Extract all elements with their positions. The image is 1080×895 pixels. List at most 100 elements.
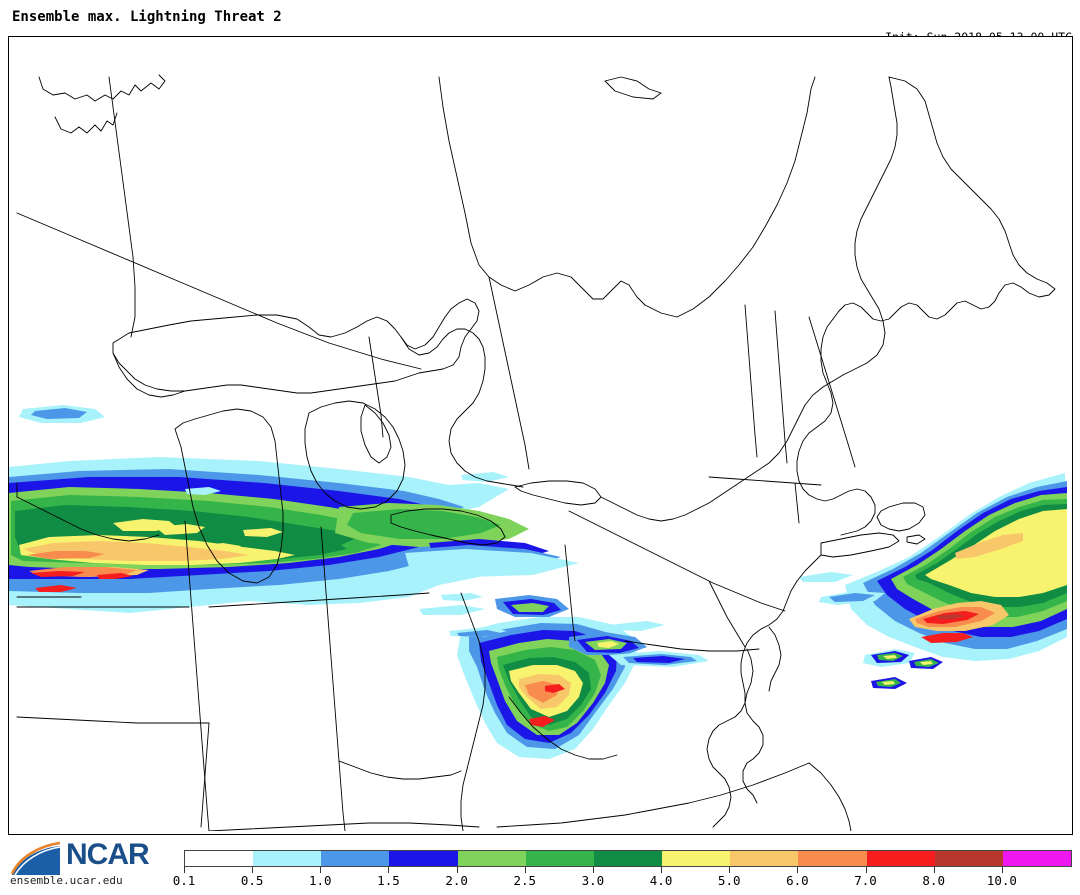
- island-long-island: [820, 532, 900, 558]
- colorbar-tick-0.1: [184, 867, 185, 873]
- colorbar-band-5.0-6.0: [730, 851, 799, 866]
- logo-orange-arc: [10, 841, 61, 875]
- border-ontario-quebec-line: [488, 276, 530, 470]
- colorbar-tick-3.0: [592, 867, 594, 873]
- logo-white-cut: [12, 843, 60, 874]
- bay-delaware: [768, 626, 782, 692]
- lightning-threat-field: [9, 37, 1069, 831]
- contour-band-5.0-6.0-east-b: [955, 533, 1023, 559]
- ncar-url-label: ensemble.ucar.edu: [10, 874, 123, 887]
- contour-band-0.5-1.0-streak-c: [609, 621, 665, 631]
- border-state-vt-nh: [774, 310, 788, 464]
- footer-bar: NCAR ensemble.ucar.edu 0.1 0.5 1.0 1.5 2.0 2.…: [0, 836, 1080, 895]
- colorbar-band-0.1-0.5: [185, 851, 254, 866]
- contour-band-0.5-1.0-west-ext: [405, 549, 579, 577]
- contour-band-4.0-5.0-sat-b: [597, 641, 619, 648]
- colorbar-tick-label-3.0: 3.0: [581, 873, 605, 888]
- colorbar-band-8.0-10.0: [934, 851, 1003, 866]
- contour-band-1.0-1.5-streak-b: [457, 630, 501, 637]
- coastline-james-bay: [54, 112, 118, 134]
- border-state-ny-pa: [568, 510, 786, 612]
- map-panel[interactable]: [8, 36, 1073, 835]
- colorbar-tick-label-0.5: 0.5: [240, 873, 264, 888]
- colorbar-tick-6.0: [797, 867, 799, 873]
- contour-band-0.5-1.0-scatter-c: [441, 593, 483, 601]
- contour-band-0.5-1.0-scatter-b: [461, 472, 509, 482]
- colorbar-tick-1.0: [320, 867, 322, 873]
- colorbar-tick-label-6.0: 6.0: [786, 873, 809, 888]
- contour-band-4.0-5.0-east-sat-c: [882, 681, 895, 685]
- border-state-ma-ct-line: [708, 476, 822, 486]
- contour-band-7.0-8.0-west-c: [97, 573, 133, 579]
- colorbar-labels: 0.1 0.5 1.0 1.5 2.0 2.5 3.0 4.0 5.0 6.0 7.0 8.0 10.0: [173, 873, 1072, 891]
- colorbar-bands[interactable]: [184, 850, 1072, 867]
- border-ontario-interior: [368, 336, 384, 438]
- colorbar-tick-label-0.1: 0.1: [172, 873, 196, 888]
- contour-band-1.0-1.5-lakemi: [31, 408, 87, 419]
- border-state-ct-ri: [794, 482, 800, 524]
- island-marthas-vineyard: [906, 534, 926, 545]
- header-bar: Ensemble max. Lightning Threat 2 Init: S…: [0, 0, 1080, 86]
- bay-chesapeake: [742, 648, 764, 804]
- colorbar-tick-10.0: [1001, 867, 1003, 873]
- colorbar-tick-label-7.0: 7.0: [854, 873, 877, 888]
- border-state-pa-ny-east: [708, 580, 746, 648]
- border-state-oh-pa: [564, 544, 576, 642]
- border-state-ky-tn: [208, 822, 480, 831]
- colorbar-tick-2.5: [524, 867, 526, 873]
- coastline-hudson-bay: [38, 74, 166, 102]
- contour-band-4.0-5.0-west-e: [243, 528, 283, 537]
- colorbar-band-6.0-7.0: [798, 851, 867, 866]
- map-svg: [9, 37, 1069, 831]
- border-state-ia-mo: [16, 716, 210, 724]
- border-state-mi-in-oh: [208, 592, 430, 608]
- colorbar-tick-label-1.5: 1.5: [377, 873, 400, 888]
- border-manitoba-ontario: [108, 76, 136, 338]
- colorbar-band-7.0-8.0: [866, 851, 935, 866]
- colorbar-tick-label-1.0: 1.0: [309, 873, 332, 888]
- map-geography: [16, 74, 1056, 831]
- colorbar-tick-7.0: [865, 867, 867, 873]
- border-us-canada-east: [400, 328, 524, 488]
- border-state-mo-il: [200, 722, 210, 828]
- colorbar-tick-2.0: [456, 867, 458, 873]
- coastline-maine: [838, 76, 1056, 322]
- coastline-cape-cod: [876, 502, 926, 532]
- colorbar-tick-1.5: [388, 867, 390, 873]
- colorbar-tick-0.5: [252, 867, 254, 873]
- contour-band-4.0-5.0-east: [925, 509, 1067, 597]
- border-state-oh-wv: [460, 592, 486, 831]
- coastline-new-england: [796, 310, 876, 536]
- colorbar-ticks: [184, 867, 1072, 873]
- colorbar-tick-label-10.0: 10.0: [986, 873, 1017, 888]
- colorbar[interactable]: 0.1 0.5 1.0 1.5 2.0 2.5 3.0 4.0 5.0 6.0 7.0 8.0 10.0: [173, 850, 1072, 892]
- colorbar-tick-label-8.0: 8.0: [922, 873, 945, 888]
- border-state-wv-va: [508, 696, 618, 760]
- contour-band-2.5-3.0-west-ext: [347, 509, 501, 539]
- border-state-vt-ny: [744, 304, 758, 458]
- coastline-nc-outer-banks: [808, 762, 852, 831]
- contour-band-7.0-8.0-central-b: [545, 684, 565, 693]
- border-state-ky-oh: [338, 760, 462, 780]
- border-quebec-ontario: [438, 76, 646, 306]
- colorbar-tick-8.0: [933, 867, 935, 873]
- border-state-va-nc: [496, 762, 810, 828]
- page-title: Ensemble max. Lightning Threat 2: [12, 9, 282, 25]
- contour-band-1.0-1.5-coast-a: [829, 593, 875, 602]
- border-state-in-oh: [320, 526, 346, 831]
- contour-band-6.0-7.0-west-b: [27, 551, 105, 559]
- border-canada-interior-diag: [16, 212, 422, 370]
- ncar-wordmark: NCAR: [66, 838, 150, 871]
- contour-band-2.0-2.5-sat-a: [511, 603, 549, 612]
- border-state-il-in: [184, 520, 210, 831]
- contour-band-7.0-8.0-central: [529, 716, 555, 727]
- contour-band-0.5-1.0-coast-b: [799, 572, 853, 582]
- ncar-swoosh-icon: [10, 841, 66, 877]
- border-state-pa-md: [624, 640, 760, 652]
- colorbar-band-2.0-2.5: [457, 851, 526, 866]
- colorbar-tick-5.0: [729, 867, 731, 873]
- colorbar-tick-label-2.5: 2.5: [513, 873, 537, 888]
- colorbar-tick-label-2.0: 2.0: [445, 873, 468, 888]
- colorbar-band->10.0: [1002, 851, 1072, 866]
- contour-band-1.5-2.0-sat-c: [633, 656, 685, 663]
